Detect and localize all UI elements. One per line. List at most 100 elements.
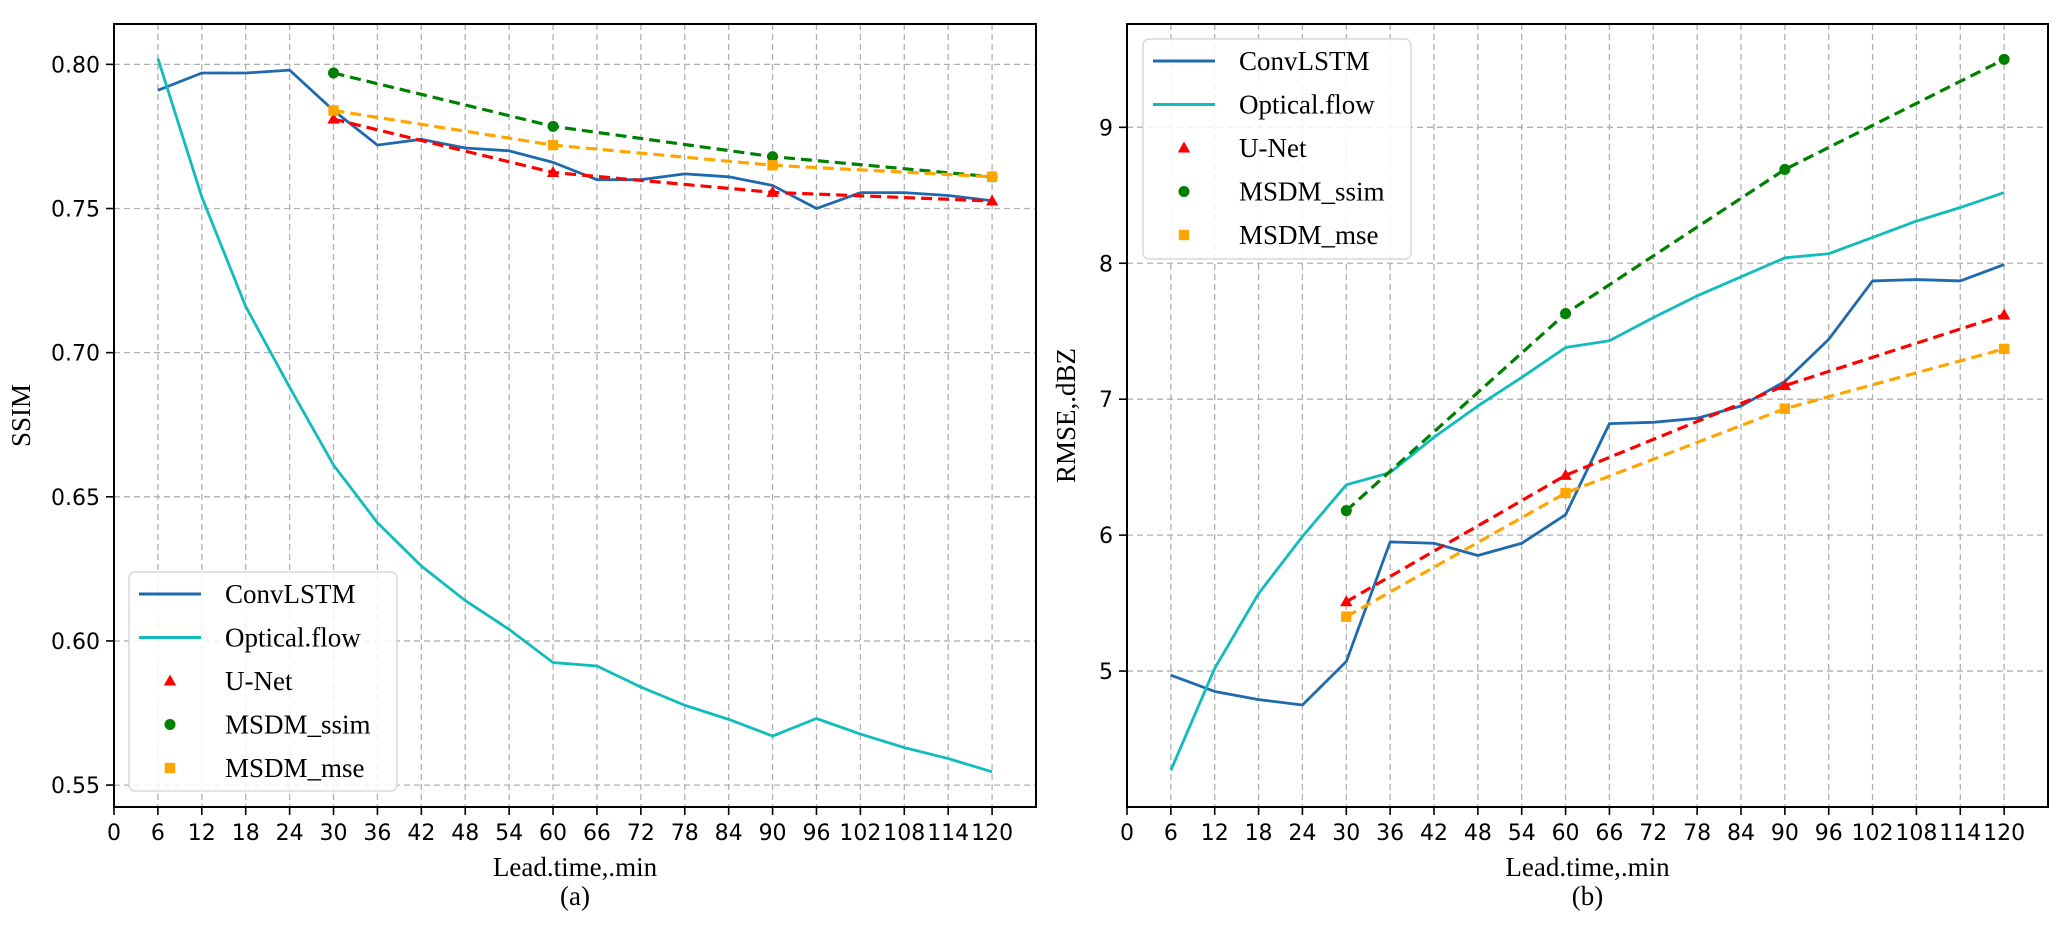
data-point [766, 185, 779, 197]
legend-box [128, 571, 398, 792]
series-line [1345, 347, 2005, 619]
legend-label: MSDM_mse [1239, 220, 1379, 250]
panel-a-ssim: 0 6 12 18 24 30 36 42 48 54 60 66 72 78 84 90 96 102 108 11… [6, 23, 1037, 911]
data-point [327, 67, 340, 79]
series-line [1345, 57, 2005, 512]
legend-label: MSDM_ssim [1239, 177, 1385, 207]
y-tick-label: 6 [1099, 524, 1113, 549]
x-tick-label: 42 [1420, 821, 1448, 846]
data-point [1560, 308, 1572, 320]
x-tick-label: 36 [363, 821, 391, 846]
x-tick-label: 120 [971, 821, 1013, 846]
data-point [767, 151, 779, 163]
y-tick-label: 0.80 [51, 53, 100, 78]
y-tick-label: 8 [1099, 252, 1113, 277]
x-tick-label: 6 [1164, 821, 1178, 846]
x-tick-label: 24 [276, 821, 304, 846]
legend-item: U-Net [1177, 133, 1307, 163]
x-tick-label: 90 [759, 821, 787, 846]
x-tick-label: 36 [1376, 821, 1404, 846]
y-axis-label: RMSE,.dBZ [1051, 348, 1081, 483]
legend-item: ConvLSTM [139, 579, 356, 609]
y-tick-label: 5 [1099, 660, 1113, 685]
x-tick-label: 114 [927, 821, 969, 846]
legend-label: MSDM_mse [225, 753, 365, 783]
data-point [985, 194, 999, 206]
legend-item: MSDM_ssim [164, 710, 371, 740]
data-point [1779, 163, 1791, 175]
legend-box [1142, 38, 1412, 260]
x-tick-label: 30 [1332, 821, 1360, 846]
x-tick-label: 72 [627, 821, 655, 846]
x-tick-label: 78 [1683, 821, 1711, 846]
series-line [156, 58, 993, 774]
plot-frame [113, 23, 1037, 808]
legend-label: U-Net [225, 666, 293, 696]
x-tick-label: 24 [1288, 821, 1316, 846]
x-axis-label: Lead.time,.min [493, 852, 658, 882]
x-tick-label: 66 [1595, 821, 1623, 846]
x-tick-label: 120 [1983, 821, 2025, 846]
legend-marker-swatch [164, 762, 176, 774]
x-tick-label: 6 [151, 821, 165, 846]
x-tick-label: 0 [1120, 821, 1134, 846]
series-line [1170, 263, 2005, 707]
series-line [1345, 313, 2005, 604]
legend-marker-swatch [163, 674, 177, 686]
legend-label: Optical.flow [1239, 90, 1375, 120]
legend-label: U-Net [1239, 133, 1307, 163]
y-tick-label: 9 [1099, 116, 1113, 141]
legend-marker-swatch [1178, 185, 1190, 198]
legend-label: ConvLSTM [225, 579, 356, 609]
data-point [547, 120, 559, 132]
series-optical-flow [156, 58, 993, 774]
data-point [767, 160, 778, 171]
y-tick-label: 0.75 [51, 198, 100, 223]
y-tick-label: 0.55 [51, 774, 100, 799]
x-tick-label: 96 [1815, 821, 1843, 846]
data-point [547, 139, 559, 151]
plot-frame [1126, 23, 2049, 808]
data-point [1997, 308, 2011, 320]
legend-marker-swatch [164, 718, 176, 731]
grid-lines [1127, 24, 2048, 807]
y-tick-label: 0.70 [51, 342, 100, 367]
data-point [1341, 611, 1352, 622]
data-point [1998, 343, 2010, 355]
series-u-net [327, 112, 999, 206]
data-point [1778, 379, 1792, 391]
legend-item: Optical.flow [1153, 90, 1375, 120]
x-tick-label: 0 [107, 821, 121, 846]
series-msdm-ssim [1340, 53, 2010, 517]
legend-item: ConvLSTM [1153, 46, 1370, 76]
x-tick-label: 108 [1895, 821, 1937, 846]
data-point [986, 171, 998, 182]
series-convlstm [1170, 263, 2005, 707]
x-tick-label: 102 [839, 821, 881, 846]
panel-caption: (a) [560, 881, 590, 911]
series-line [1169, 191, 2005, 771]
x-tick-label: 18 [232, 821, 260, 846]
series-msdm-ssim [327, 67, 998, 183]
x-tick-label: 84 [715, 821, 743, 846]
legend-item: U-Net [163, 666, 293, 696]
x-tick-label: 72 [1639, 821, 1667, 846]
x-tick-label: 96 [802, 821, 830, 846]
x-tick-label: 78 [671, 821, 699, 846]
x-tick-label: 54 [1508, 821, 1536, 846]
data-point [327, 112, 340, 124]
x-tick-label: 18 [1245, 821, 1273, 846]
legend-item: Optical.flow [139, 623, 361, 653]
series-line [333, 71, 993, 179]
x-tick-label: 12 [1201, 821, 1229, 846]
data-point [1340, 505, 1352, 517]
data-point [1559, 468, 1572, 480]
x-tick-label: 60 [539, 821, 567, 846]
y-tick-label: 7 [1099, 388, 1113, 413]
x-tick-label: 48 [451, 821, 479, 846]
legend-item: MSDM_mse [164, 753, 365, 783]
x-tick-label: 108 [883, 821, 925, 846]
x-axis-label: Lead.time,.min [1505, 852, 1670, 882]
x-tick-label: 84 [1727, 821, 1755, 846]
